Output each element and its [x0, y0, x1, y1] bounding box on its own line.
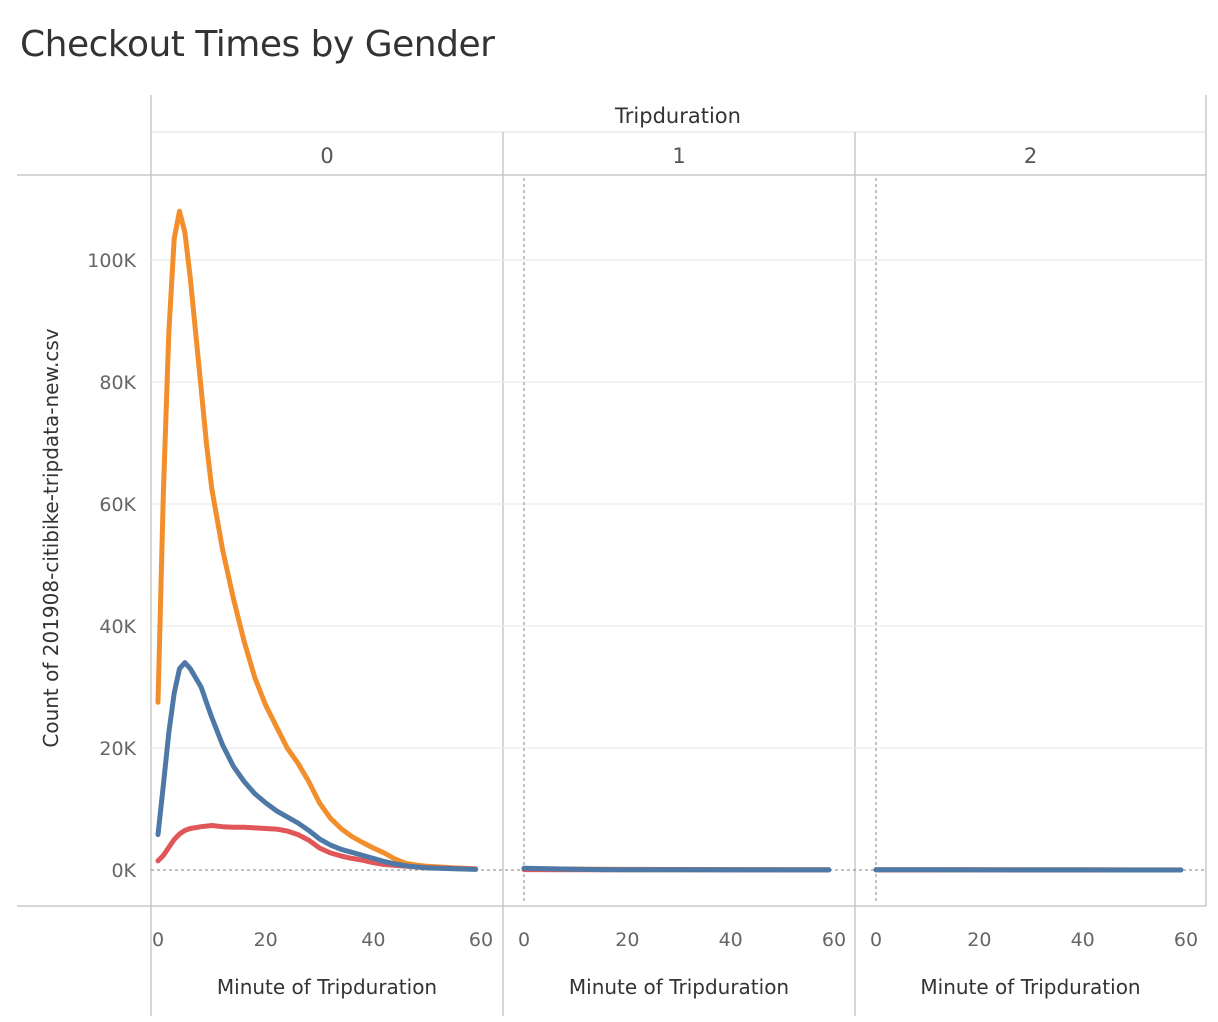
x-tick-label: 60	[822, 929, 846, 951]
y-axis-ticks: 0K 20K 40K 60K 80K 100K	[87, 250, 136, 882]
y-axis-title: Count of 201908-citibike-tripdata-new.cs…	[39, 328, 63, 747]
y-tick-label: 100K	[87, 250, 136, 272]
y-tick-label: 0K	[111, 860, 136, 882]
x-tick-label: 0	[152, 929, 164, 951]
column-header: Tripduration	[614, 104, 741, 128]
y-tick-label: 40K	[99, 616, 136, 638]
chart-title: Checkout Times by Gender	[20, 24, 495, 65]
series-lines	[155, 208, 1184, 873]
x-tick-label: 20	[254, 929, 278, 951]
y-tick-label: 80K	[99, 372, 136, 394]
x-tick-label: 0	[870, 929, 882, 951]
x-tick-label: 20	[967, 929, 991, 951]
zero-lines	[151, 178, 1206, 903]
gridlines	[151, 259, 1206, 749]
series-line	[155, 660, 479, 872]
x-tick-label: 60	[1174, 929, 1198, 951]
panel-labels: 0 1 2	[320, 144, 1037, 168]
x-axis-titles: Minute of Tripduration Minute of Tripdura…	[217, 975, 1141, 999]
x-axis-title: Minute of Tripduration	[569, 975, 789, 999]
series-line	[155, 823, 479, 872]
x-axis-ticks: 0 20 40 60 0 20 40 60 0 20 40 60	[152, 929, 1198, 951]
y-tick-label: 20K	[99, 738, 136, 760]
x-tick-label: 40	[719, 929, 743, 951]
x-tick-label: 40	[361, 929, 385, 951]
panel-label: 2	[1024, 144, 1037, 168]
x-axis-title: Minute of Tripduration	[217, 975, 437, 999]
series-line	[155, 208, 479, 872]
x-axis-title: Minute of Tripduration	[920, 975, 1140, 999]
panel-label: 0	[320, 144, 333, 168]
x-tick-label: 60	[469, 929, 493, 951]
x-tick-label: 40	[1071, 929, 1095, 951]
panel-label: 1	[672, 144, 685, 168]
x-tick-label: 0	[518, 929, 530, 951]
y-tick-label: 60K	[99, 494, 136, 516]
series-line	[521, 865, 832, 873]
x-tick-label: 20	[615, 929, 639, 951]
chart-frame	[17, 95, 1207, 1016]
